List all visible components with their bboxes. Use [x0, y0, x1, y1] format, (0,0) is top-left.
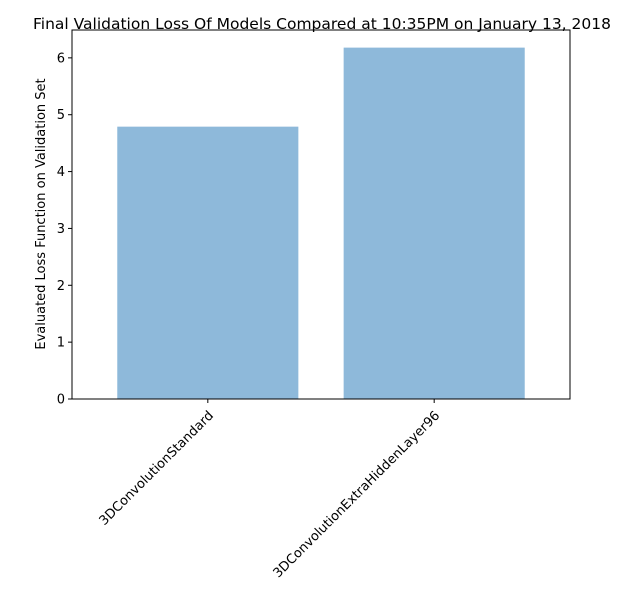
y-tick-label: 2 [57, 279, 65, 294]
bar [117, 126, 299, 399]
y-tick-label: 3 [57, 222, 65, 237]
y-tick-label: 6 [57, 51, 65, 66]
y-axis-label: Evaluated Loss Function on Validation Se… [34, 78, 49, 349]
y-tick-label: 4 [57, 165, 65, 180]
x-tick-label: 3DConvolutionExtraHiddenLayer96 [271, 408, 444, 581]
bars-layer [117, 47, 525, 399]
y-tick-label: 1 [57, 336, 65, 351]
plot-frame [71, 29, 571, 400]
x-axis-ticks: 3DConvolutionStandard 3DConvolutionExtraH… [97, 399, 444, 581]
y-axis-ticks: 0 1 2 3 4 5 6 [57, 51, 72, 408]
x-tick-label: 3DConvolutionStandard [97, 408, 217, 528]
y-tick-label: 0 [57, 393, 65, 408]
y-tick-label: 5 [57, 108, 65, 123]
bar [343, 47, 525, 399]
chart-title: Final Validation Loss Of Models Compared… [33, 15, 611, 33]
